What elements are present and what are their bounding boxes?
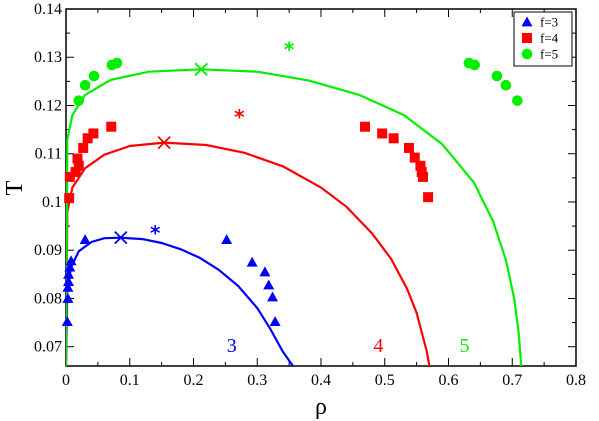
data-point [62,292,74,303]
critical-point-marker [194,62,208,76]
y-tick-label: 0.11 [35,146,62,163]
data-point [359,121,370,132]
axis-ticks: 0 0.1 0.2 0.3 0.4 0.5 0.6 0.7 0.8 0.07 0.08 0.09 0.1… [34,1,586,389]
data-point [73,95,85,106]
data-point [64,261,76,272]
legend-marker [521,16,533,27]
data-point [423,192,434,203]
y-axis-label: T [2,180,28,195]
y-tick-label: 0.09 [34,242,62,259]
data-point [267,291,279,302]
data-point [415,160,426,171]
data-point [388,133,399,144]
y-tick-label: 0.1 [42,194,62,211]
coexistence-curve [66,68,523,366]
coexistence-curve [66,141,431,366]
x-tick-label: 0 [62,372,70,389]
data-point [82,133,93,144]
critical-point-marker [114,231,128,245]
curve-label: 3 [227,335,237,357]
data-point [377,128,388,139]
data-point [106,121,117,132]
data-point [79,79,91,91]
data-point [88,70,100,82]
data-point [63,268,75,279]
data-point [259,266,271,277]
data-point [403,142,414,153]
data-point [491,70,503,82]
x-axis-label: ρ [315,394,327,420]
curve-label: 4 [373,335,383,357]
data-point [512,95,523,106]
data-point [62,281,74,292]
y-tick-label: 0.12 [34,97,62,114]
data-point [246,256,258,267]
data-point [65,255,77,266]
data-point [500,79,512,91]
starred-point-marker: * [150,221,161,245]
coexistence-curves [66,68,523,366]
data-point [61,316,73,327]
y-tick-label: 0.07 [34,339,62,356]
data-point [111,57,123,69]
data-point [63,276,75,286]
legend-label: f=5 [540,47,558,62]
data-point [88,128,99,139]
curve-labels: 3 4 5 [227,335,470,357]
starred-point-marker: * [284,38,295,62]
data-point [70,167,81,178]
data-point [79,234,91,245]
x-tick-label: 0.7 [502,372,522,389]
x-tick-label: 0.5 [375,372,395,389]
data-point [469,59,480,71]
data-point [263,279,275,290]
data-point [73,160,84,171]
legend-label: f=4 [540,31,559,46]
legend-label: f=3 [540,15,558,30]
data-point [221,234,233,245]
data-point [64,171,75,182]
x-tick-label: 0.1 [120,372,140,389]
x-tick-label: 0.2 [184,372,204,389]
x-tick-label: 0.8 [566,372,586,389]
starred-point-marker: * [234,105,245,129]
data-point [72,153,83,164]
data-point [418,171,428,182]
critical-point-marker [157,135,171,150]
y-tick-label: 0.08 [34,290,62,307]
data-points: * * * [61,38,523,327]
curve-label: 5 [459,335,469,357]
y-tick-label: 0.13 [34,49,62,66]
coexistence-curve [66,236,294,366]
legend-marker [522,33,532,43]
data-point [78,142,89,153]
y-tick-label: 0.14 [34,1,62,18]
data-point [269,316,281,327]
x-tick-label: 0.4 [311,372,331,389]
legend-marker [521,48,533,60]
legend: f=3f=4f=5 [513,11,573,67]
x-tick-label: 0.3 [247,372,267,389]
x-tick-label: 0.6 [439,372,459,389]
data-point [409,152,420,163]
data-point [64,193,75,204]
